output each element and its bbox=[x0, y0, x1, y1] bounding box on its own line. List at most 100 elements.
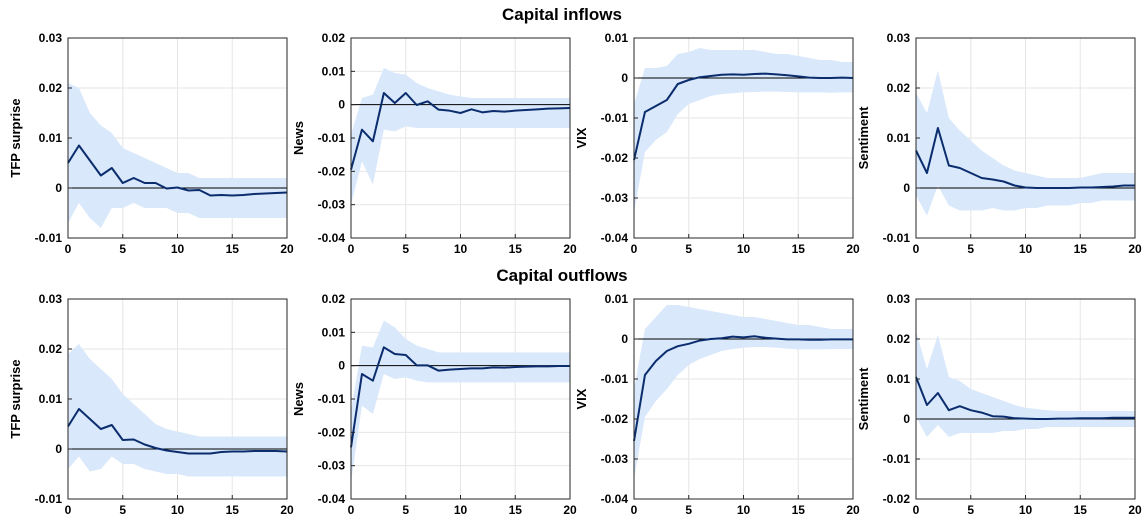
y-tick-label: 0.01 bbox=[322, 64, 346, 78]
row-title-capital-outflows: Capital outflows bbox=[496, 266, 627, 285]
y-tick-label: -0.04 bbox=[318, 231, 346, 245]
y-tick-label: -0.01 bbox=[35, 492, 63, 506]
y-tick-label: 0.01 bbox=[322, 325, 346, 339]
x-tick-label: 0 bbox=[631, 242, 638, 256]
x-tick-label: 5 bbox=[967, 503, 974, 517]
confidence-band bbox=[68, 344, 287, 477]
x-tick-label: 5 bbox=[967, 242, 974, 256]
y-tick-label: -0.01 bbox=[883, 231, 911, 245]
y-tick-label: -0.03 bbox=[318, 459, 346, 473]
x-tick-label: 15 bbox=[509, 503, 523, 517]
y-tick-label: 0 bbox=[55, 442, 62, 456]
y-axis-label: News bbox=[291, 382, 306, 416]
x-tick-label: 15 bbox=[792, 242, 806, 256]
x-tick-label: 10 bbox=[1019, 503, 1033, 517]
x-tick-label: 5 bbox=[685, 242, 692, 256]
y-axis-label: TFP surprise bbox=[8, 359, 23, 438]
y-tick-label: -0.02 bbox=[883, 492, 911, 506]
x-tick-label: 20 bbox=[563, 503, 577, 517]
y-tick-label: 0 bbox=[903, 181, 910, 195]
x-tick-label: 5 bbox=[402, 503, 409, 517]
y-tick-label: -0.02 bbox=[601, 412, 629, 426]
median-response-line bbox=[633, 335, 853, 442]
x-tick-label: 15 bbox=[1074, 503, 1088, 517]
y-tick-label: 0.03 bbox=[887, 31, 911, 45]
x-tick-label: 20 bbox=[846, 242, 860, 256]
y-tick-label: 0.02 bbox=[887, 81, 911, 95]
median-response-line bbox=[915, 376, 1135, 420]
x-tick-label: 5 bbox=[685, 503, 692, 517]
y-tick-label: 0 bbox=[338, 98, 345, 112]
y-tick-label: 0.03 bbox=[39, 31, 63, 45]
panel-0-2: 0 5 10 15 20 -0.04 -0.03 -0.02 -0.01 0 0.01 VIX bbox=[574, 31, 860, 256]
y-tick-label: -0.03 bbox=[601, 452, 629, 466]
y-axis-label: News bbox=[291, 121, 306, 155]
median-response-line bbox=[350, 346, 570, 448]
x-tick-label: 15 bbox=[226, 503, 240, 517]
x-tick-label: 20 bbox=[1128, 242, 1142, 256]
x-tick-label: 0 bbox=[65, 503, 72, 517]
confidence-band bbox=[351, 68, 570, 205]
x-tick-label: 20 bbox=[280, 503, 294, 517]
y-tick-label: 0.01 bbox=[887, 131, 911, 145]
confidence-band bbox=[68, 83, 287, 228]
x-tick-label: 10 bbox=[1019, 242, 1033, 256]
confidence-band bbox=[634, 305, 853, 479]
y-tick-label: -0.02 bbox=[318, 425, 346, 439]
y-tick-label: 0.01 bbox=[887, 372, 911, 386]
y-tick-label: 0.01 bbox=[605, 292, 629, 306]
y-axis-label: VIX bbox=[574, 388, 589, 409]
panel-1-3: 0 5 10 15 20 -0.02 -0.01 0 0.01 0.02 0.03 Sentiment bbox=[856, 292, 1142, 517]
x-tick-label: 20 bbox=[1128, 503, 1142, 517]
y-tick-label: 0.01 bbox=[39, 392, 63, 406]
x-tick-label: 20 bbox=[846, 503, 860, 517]
x-tick-label: 0 bbox=[913, 242, 920, 256]
x-tick-label: 15 bbox=[226, 242, 240, 256]
confidence-band bbox=[351, 320, 570, 483]
x-tick-label: 20 bbox=[563, 242, 577, 256]
x-tick-label: 15 bbox=[1074, 242, 1088, 256]
y-tick-label: -0.02 bbox=[601, 151, 629, 165]
x-tick-label: 5 bbox=[119, 242, 126, 256]
x-tick-label: 15 bbox=[792, 503, 806, 517]
y-tick-label: 0.03 bbox=[39, 292, 63, 306]
x-tick-label: 10 bbox=[171, 242, 185, 256]
confidence-band bbox=[634, 48, 853, 212]
panel-1-2: 0 5 10 15 20 -0.04 -0.03 -0.02 -0.01 0 0.01 VIX bbox=[574, 292, 860, 517]
y-tick-label: 0 bbox=[55, 181, 62, 195]
x-tick-label: 10 bbox=[454, 242, 468, 256]
confidence-band bbox=[916, 70, 1135, 216]
panel-1-1: 0 5 10 15 20 -0.04 -0.03 -0.02 -0.01 0 0.01 0.02 New… bbox=[291, 292, 577, 517]
y-tick-label: 0.02 bbox=[39, 342, 63, 356]
y-tick-label: -0.01 bbox=[35, 231, 63, 245]
x-tick-label: 0 bbox=[913, 503, 920, 517]
x-tick-label: 10 bbox=[171, 503, 185, 517]
y-tick-label: -0.03 bbox=[601, 191, 629, 205]
x-tick-label: 0 bbox=[631, 503, 638, 517]
y-tick-label: 0.01 bbox=[605, 31, 629, 45]
x-tick-label: 5 bbox=[402, 242, 409, 256]
y-tick-label: 0 bbox=[338, 359, 345, 373]
y-tick-label: -0.01 bbox=[318, 392, 346, 406]
panel-0-1: 0 5 10 15 20 -0.04 -0.03 -0.02 -0.01 0 0.01 0.02 New… bbox=[291, 31, 577, 256]
y-tick-label: -0.01 bbox=[601, 372, 629, 386]
x-tick-label: 0 bbox=[348, 242, 355, 256]
y-tick-label: -0.04 bbox=[601, 231, 629, 245]
median-response-line bbox=[67, 408, 288, 455]
y-tick-label: 0.03 bbox=[887, 292, 911, 306]
y-tick-label: 0 bbox=[621, 71, 628, 85]
x-tick-label: 5 bbox=[119, 503, 126, 517]
y-tick-label: -0.02 bbox=[318, 164, 346, 178]
y-tick-label: 0.02 bbox=[887, 332, 911, 346]
y-tick-label: -0.01 bbox=[601, 111, 629, 125]
y-tick-label: -0.01 bbox=[318, 131, 346, 145]
x-tick-label: 0 bbox=[348, 503, 355, 517]
y-tick-label: 0 bbox=[621, 332, 628, 346]
median-response-line bbox=[67, 144, 288, 197]
y-tick-label: -0.03 bbox=[318, 198, 346, 212]
